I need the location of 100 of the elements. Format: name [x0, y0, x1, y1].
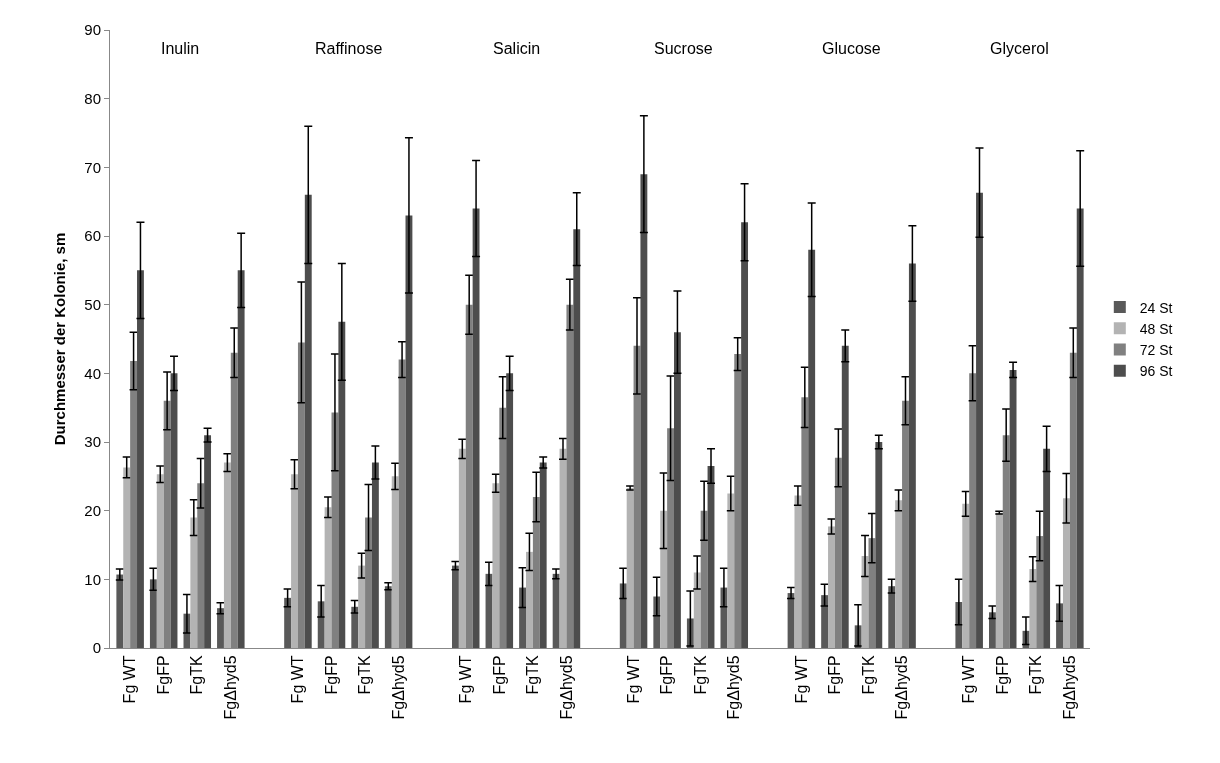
bar — [727, 493, 735, 648]
bar — [808, 249, 816, 648]
bar — [358, 565, 366, 648]
bar — [741, 222, 749, 648]
y-tick-label: 10 — [84, 570, 101, 588]
bar — [223, 462, 231, 648]
y-tick-label: 30 — [84, 433, 101, 451]
bar — [674, 332, 681, 648]
y-tick-label: 90 — [84, 21, 101, 39]
bar — [1076, 208, 1084, 648]
bar — [841, 345, 849, 648]
bar — [156, 474, 164, 648]
bar — [204, 435, 212, 648]
bar — [552, 573, 560, 648]
x-tick-label: Fg WT — [960, 655, 978, 704]
bar — [640, 174, 648, 648]
bar — [371, 462, 379, 648]
y-tick-label: 0 — [92, 639, 101, 657]
x-tick-label: FgTK — [356, 655, 374, 695]
bar — [284, 597, 292, 648]
x-tick-label: Fg WT — [121, 655, 139, 704]
bar — [304, 194, 312, 648]
bar — [875, 442, 883, 648]
bar — [384, 586, 392, 648]
annotation: Raffinose — [315, 40, 383, 57]
bar — [472, 208, 480, 648]
x-tick-label: Fg WT — [624, 655, 642, 704]
bar — [123, 467, 131, 648]
bar — [794, 495, 802, 648]
x-tick-label: FgFP — [490, 655, 508, 695]
annotation: Glycerol — [990, 40, 1049, 57]
bar — [626, 488, 634, 648]
x-tick-label: FgFP — [658, 655, 676, 695]
y-tick-label: 60 — [84, 227, 101, 245]
bar — [506, 373, 514, 648]
x-tick-label: FgΔhyd5 — [725, 655, 743, 720]
y-tick-label: 80 — [84, 89, 101, 107]
legend-label: 48 St — [1139, 320, 1173, 337]
y-axis-title: Durchmesser der Kolonie, sm — [50, 232, 68, 446]
annotation: Glucose — [822, 40, 881, 57]
x-tick-label: FgFP — [993, 655, 1011, 695]
bar — [116, 574, 124, 648]
bar — [351, 606, 359, 648]
bar — [539, 462, 547, 648]
x-tick-label: FgΔhyd5 — [1061, 655, 1079, 720]
x-tick-label: FgFP — [826, 655, 844, 695]
bar — [451, 565, 459, 648]
bar — [391, 476, 399, 648]
legend-label: 72 St — [1139, 341, 1173, 358]
bar — [888, 586, 896, 648]
bar — [519, 587, 526, 648]
x-tick-label: FgFP — [154, 655, 172, 695]
legend-label: 96 St — [1139, 363, 1173, 380]
bar — [660, 510, 668, 648]
bar — [237, 270, 245, 648]
bar — [962, 503, 970, 648]
bar — [693, 572, 701, 648]
x-tick-label: FgFP — [322, 655, 340, 695]
legend-label: 24 St — [1139, 299, 1173, 316]
bar — [1029, 569, 1037, 648]
annotation: Inulin — [161, 40, 200, 57]
x-tick-label: FgΔhyd5 — [222, 655, 240, 720]
bar — [619, 583, 627, 648]
bar — [324, 507, 332, 648]
bar — [908, 263, 916, 648]
bar — [988, 612, 996, 648]
bar — [458, 448, 466, 648]
x-tick-label: FgTK — [524, 655, 542, 695]
y-tick-label: 40 — [84, 364, 101, 382]
y-tick-label: 20 — [84, 501, 101, 519]
annotation: Sucrose — [654, 40, 713, 57]
bar — [821, 595, 829, 648]
bar — [526, 551, 533, 648]
x-tick-label: FgTK — [1027, 655, 1045, 695]
bar — [190, 517, 198, 648]
y-tick-label: 50 — [84, 295, 101, 313]
bar — [1062, 498, 1070, 648]
bar — [995, 512, 1003, 648]
x-tick-label: FgTK — [859, 655, 877, 695]
bar — [1009, 369, 1017, 648]
bar — [338, 321, 346, 648]
bar — [492, 483, 500, 648]
x-tick-label: FgTK — [188, 655, 206, 695]
x-tick-label: Fg WT — [289, 655, 307, 704]
x-tick-label: FgΔhyd5 — [389, 655, 407, 720]
bar — [1043, 448, 1051, 648]
bar — [976, 192, 983, 648]
x-tick-label: Fg WT — [456, 655, 474, 704]
bar — [149, 579, 157, 648]
bar — [895, 500, 903, 648]
bar — [217, 608, 224, 648]
x-tick-label: FgTK — [691, 655, 709, 695]
bar — [137, 270, 144, 648]
bar — [573, 229, 581, 648]
x-tick-label: Fg WT — [792, 655, 810, 704]
x-tick-label: FgΔhyd5 — [893, 655, 911, 720]
annotation: Salicin — [493, 40, 541, 57]
y-tick-label: 70 — [84, 158, 101, 176]
x-tick-label: FgΔhyd5 — [557, 655, 575, 720]
bar — [828, 526, 835, 648]
